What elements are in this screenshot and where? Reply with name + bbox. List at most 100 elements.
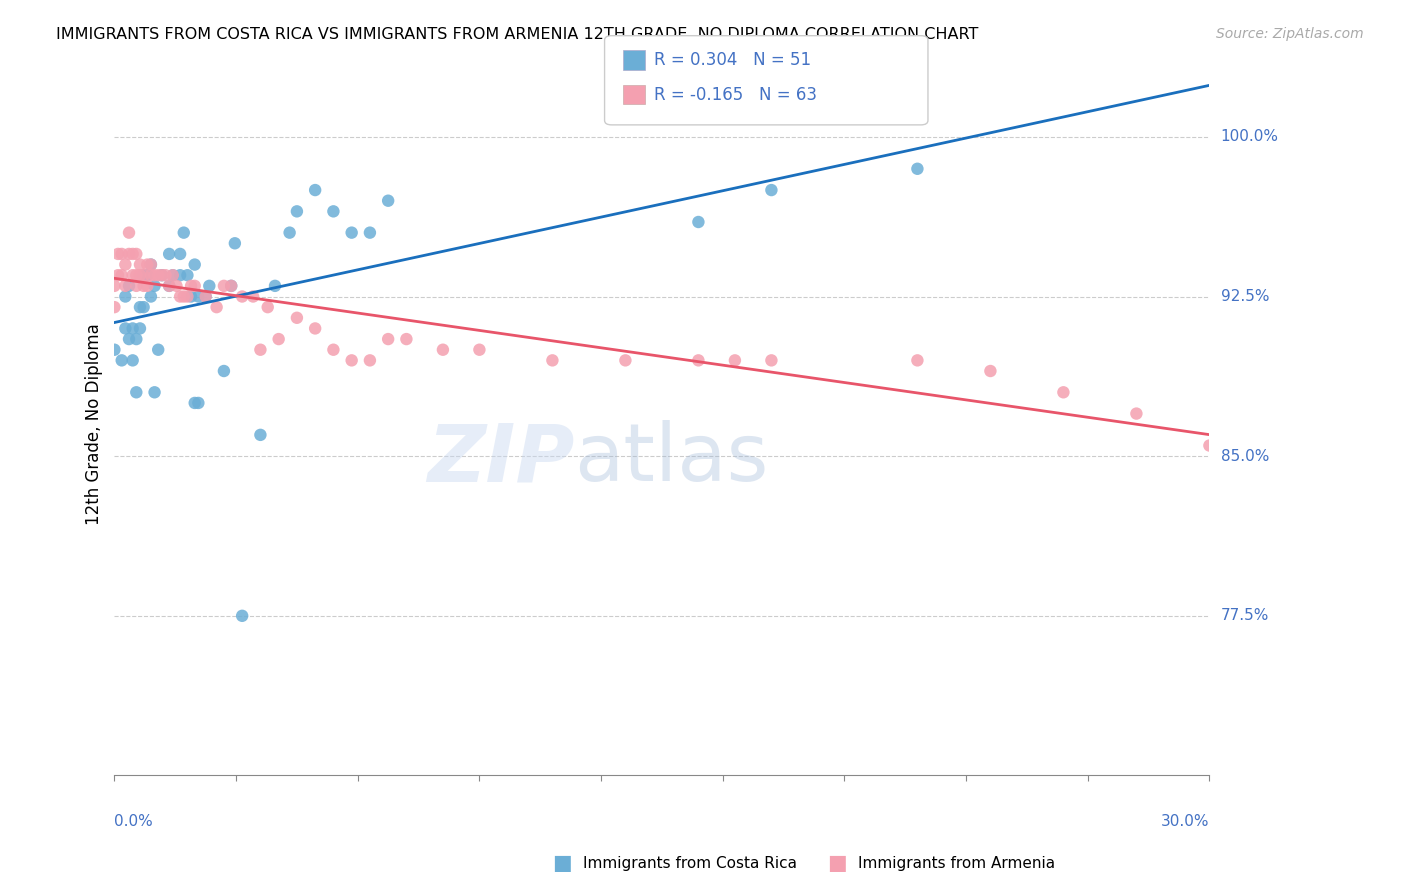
Point — [114, 289, 136, 303]
Text: ■: ■ — [827, 854, 846, 873]
Point — [231, 289, 253, 303]
Text: atlas: atlas — [574, 420, 769, 499]
Point — [143, 385, 166, 400]
Point — [278, 226, 301, 240]
Point — [1052, 385, 1074, 400]
Point — [143, 278, 166, 293]
Point — [249, 343, 271, 357]
Point — [905, 161, 928, 176]
Text: Immigrants from Costa Rica: Immigrants from Costa Rica — [583, 856, 797, 871]
Point — [180, 289, 202, 303]
Point — [377, 194, 399, 208]
Point — [148, 268, 170, 283]
Point — [132, 278, 155, 293]
Point — [688, 353, 710, 368]
Point — [688, 215, 710, 229]
Point — [136, 258, 159, 272]
Point — [169, 247, 191, 261]
Point — [103, 278, 125, 293]
Point — [219, 278, 242, 293]
Point — [304, 183, 326, 197]
Point — [304, 321, 326, 335]
Point — [162, 268, 184, 283]
Point — [111, 247, 134, 261]
Y-axis label: 12th Grade, No Diploma: 12th Grade, No Diploma — [86, 324, 103, 525]
Point — [107, 268, 129, 283]
Point — [224, 236, 246, 251]
Point — [166, 278, 188, 293]
Point — [249, 428, 271, 442]
Point — [121, 247, 143, 261]
Point — [359, 226, 381, 240]
Point — [359, 353, 381, 368]
Point — [150, 268, 173, 283]
Point — [114, 278, 136, 293]
Point — [285, 310, 308, 325]
Point — [103, 300, 125, 314]
Point — [121, 321, 143, 335]
Text: IMMIGRANTS FROM COSTA RICA VS IMMIGRANTS FROM ARMENIA 12TH GRADE, NO DIPLOMA COR: IMMIGRANTS FROM COSTA RICA VS IMMIGRANTS… — [56, 27, 979, 42]
Point — [212, 364, 235, 378]
Point — [183, 278, 205, 293]
Text: 77.5%: 77.5% — [1220, 608, 1268, 624]
Point — [121, 268, 143, 283]
Point — [139, 268, 162, 283]
Point — [129, 321, 152, 335]
Point — [169, 289, 191, 303]
Point — [267, 332, 290, 346]
Point — [395, 332, 418, 346]
Point — [194, 289, 217, 303]
Point — [139, 258, 162, 272]
Point — [231, 608, 253, 623]
Point — [340, 226, 363, 240]
Point — [761, 353, 783, 368]
Text: 92.5%: 92.5% — [1220, 289, 1270, 304]
Point — [183, 258, 205, 272]
Point — [176, 289, 198, 303]
Point — [905, 353, 928, 368]
Point — [377, 332, 399, 346]
Point — [187, 289, 209, 303]
Point — [1198, 438, 1220, 452]
Point — [198, 278, 221, 293]
Point — [194, 289, 217, 303]
Point — [114, 321, 136, 335]
Point — [125, 385, 148, 400]
Point — [107, 247, 129, 261]
Point — [121, 353, 143, 368]
Point — [139, 289, 162, 303]
Point — [125, 332, 148, 346]
Text: Immigrants from Armenia: Immigrants from Armenia — [858, 856, 1054, 871]
Point — [148, 343, 170, 357]
Point — [103, 343, 125, 357]
Text: ■: ■ — [553, 854, 572, 873]
Point — [132, 300, 155, 314]
Point — [157, 278, 180, 293]
Point — [132, 268, 155, 283]
Point — [129, 300, 152, 314]
Point — [187, 396, 209, 410]
Point — [1125, 407, 1147, 421]
Point — [118, 278, 141, 293]
Point — [114, 258, 136, 272]
Point — [111, 268, 134, 283]
Text: ZIP: ZIP — [427, 420, 574, 499]
Point — [256, 300, 278, 314]
Text: 85.0%: 85.0% — [1220, 449, 1268, 464]
Point — [118, 332, 141, 346]
Point — [125, 278, 148, 293]
Point — [724, 353, 747, 368]
Point — [541, 353, 564, 368]
Point — [111, 353, 134, 368]
Text: Source: ZipAtlas.com: Source: ZipAtlas.com — [1216, 27, 1364, 41]
Point — [242, 289, 264, 303]
Point — [979, 364, 1001, 378]
Point — [118, 226, 141, 240]
Point — [155, 268, 177, 283]
Text: 0.0%: 0.0% — [114, 814, 153, 829]
Point — [205, 300, 228, 314]
Point — [143, 268, 166, 283]
Point — [129, 258, 152, 272]
Point — [157, 247, 180, 261]
Point — [468, 343, 491, 357]
